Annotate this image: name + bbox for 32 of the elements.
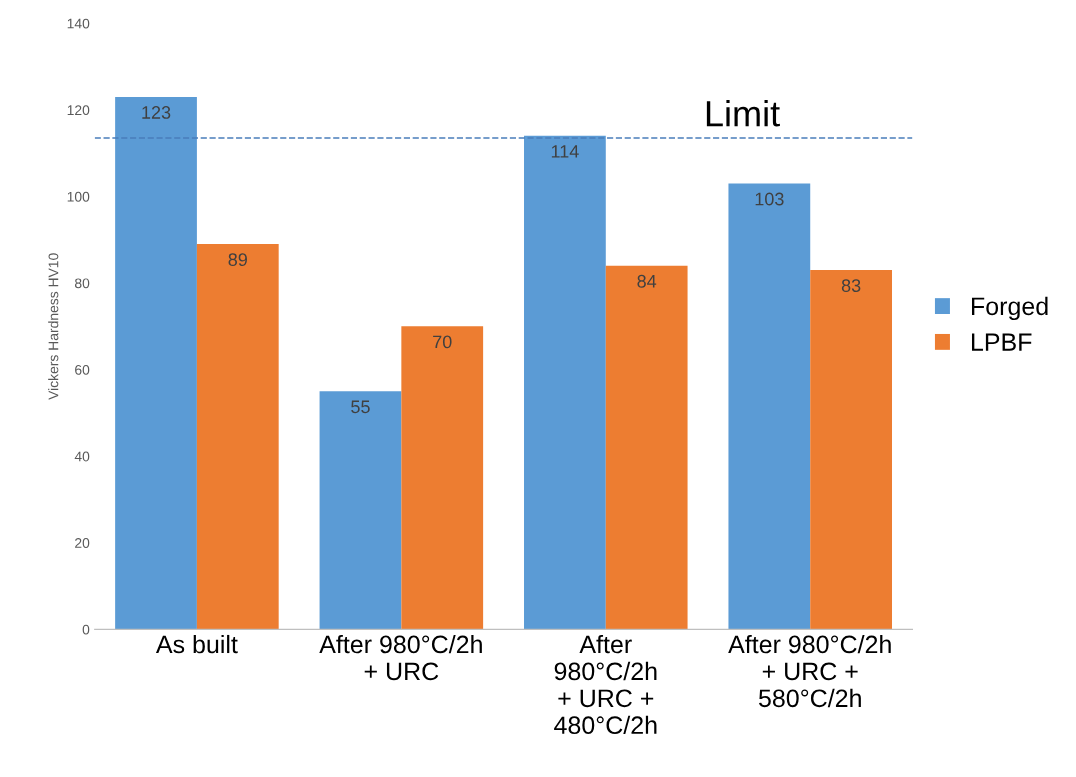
data-label: 114: [551, 145, 579, 158]
y-tick-label: 0: [82, 624, 90, 635]
y-tick-label: 20: [75, 538, 90, 548]
data-label: 89: [228, 253, 247, 267]
y-tick-label: 100: [67, 191, 90, 202]
x-tick-label: After 980°C/2h + URC + 580°C/2h: [728, 634, 891, 708]
data-label: 83: [841, 279, 861, 292]
bar: [401, 326, 484, 630]
bar: [605, 265, 688, 630]
bar: [196, 244, 279, 630]
bar: [524, 135, 606, 630]
legend-label: Forged: [972, 296, 1048, 321]
y-tick-label: 60: [75, 364, 90, 375]
bar: [115, 96, 197, 630]
y-tick-label: 40: [74, 451, 90, 462]
data-label: 103: [755, 192, 784, 206]
x-tick-label: As built: [155, 634, 238, 654]
bar: [810, 270, 892, 630]
bar: [728, 183, 811, 630]
data-label: 55: [351, 400, 370, 414]
ref-line-label: Limit: [706, 100, 780, 127]
y-tick-label: 120: [67, 105, 90, 116]
bar: [319, 391, 402, 630]
x-tick-label: After 980°C/2h + URC: [319, 634, 482, 681]
y-tick-label: 140: [67, 18, 90, 29]
data-label: 123: [142, 106, 171, 119]
y-tick-label: 80: [74, 278, 90, 289]
legend-label: LPBF: [972, 333, 1032, 351]
y-axis-title: Vickers Hardness HV10: [48, 253, 59, 400]
x-tick-label: After 980°C/2h + URC + 480°C/2h: [554, 634, 657, 735]
data-label: 70: [433, 335, 452, 349]
data-label: 84: [637, 274, 657, 288]
